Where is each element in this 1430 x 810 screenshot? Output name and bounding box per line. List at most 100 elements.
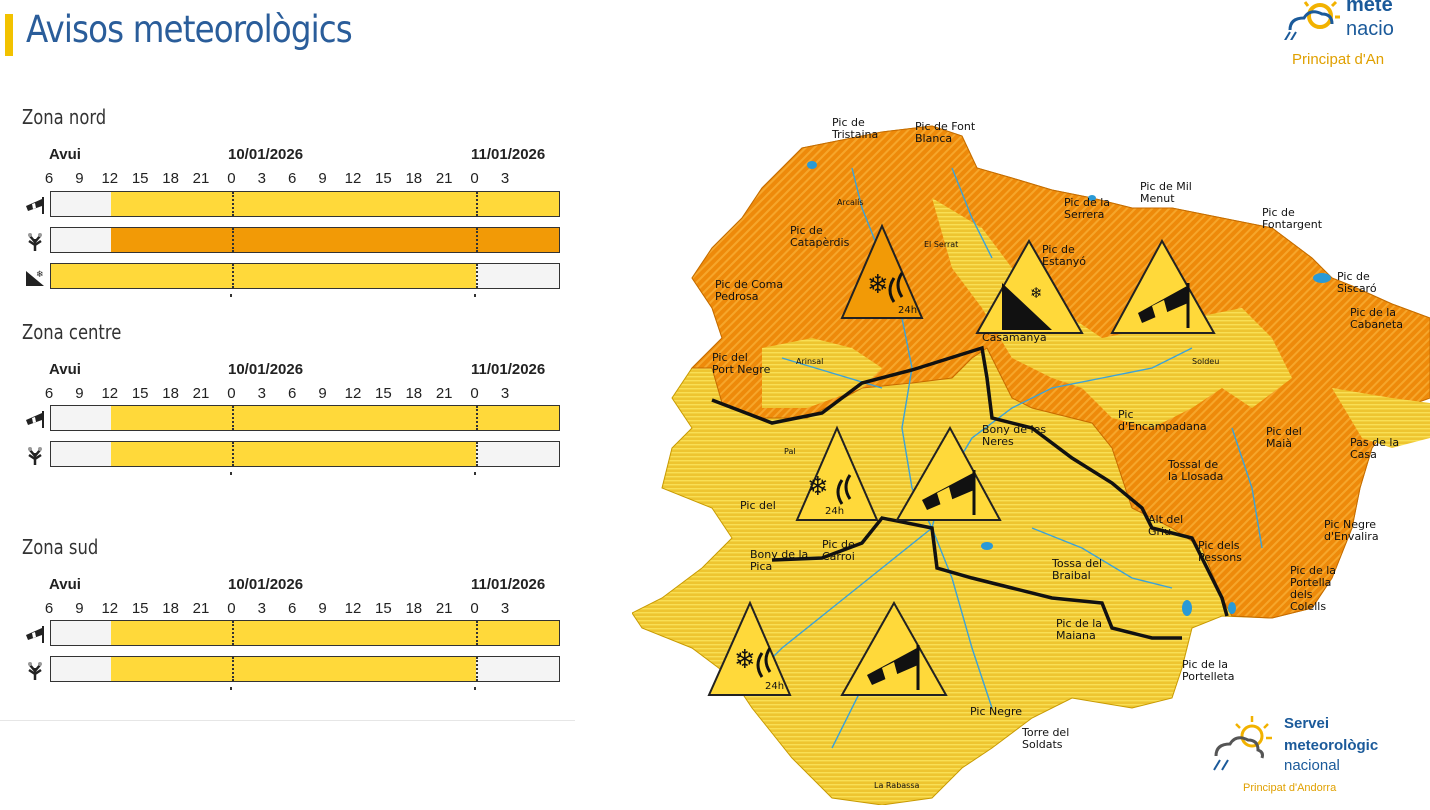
hour-tick-label: 18 (405, 600, 423, 617)
warning-triangle-wind-centre[interactable] (895, 425, 1002, 521)
hour-tick-label: 21 (192, 170, 210, 187)
hour-tick-label: 21 (192, 600, 210, 617)
warning-bar[interactable] (50, 191, 560, 217)
hour-tick-label: 3 (257, 600, 266, 617)
windsock-icon (1138, 283, 1190, 328)
hour-tick-label: 9 (75, 385, 84, 402)
warning-triangle-wind-south[interactable] (840, 600, 948, 696)
peak-label: Pic de Catapèrdis (790, 224, 850, 249)
andorra-warning-map[interactable]: ❄ 24h ❄ ❄ 24h ❄ 24h (631, 108, 1430, 806)
warning-triangle-wind-north[interactable] (1110, 238, 1216, 334)
sun-cloud-logo-icon (1213, 716, 1272, 771)
page-header: Avisos meteorològics (0, 8, 600, 56)
warning-bar[interactable] (50, 620, 560, 646)
hour-tick-label: 0 (470, 385, 479, 402)
midnight-stub (473, 294, 476, 297)
peak-labels: Pic de Tristaina Pic de Font Blanca Pic de l… (712, 116, 1403, 790)
hour-tick-label: 18 (162, 600, 179, 617)
logo-line-3: nacional (1284, 757, 1340, 774)
midnight-marker (232, 657, 235, 681)
hour-scale: 6 9 12 15 18 21 0 3 6 9 12 15 18 21 0 3 (0, 170, 580, 190)
warning-bar[interactable] (50, 263, 560, 289)
date-label-2: 11/01/2026 (471, 576, 546, 593)
hour-tick-label: 6 (288, 600, 297, 617)
warning-triangle-snow-north[interactable]: ❄ 24h (840, 223, 924, 319)
duration-label: 24h (825, 506, 844, 517)
peak-label: Pic de Estanyó (1042, 243, 1086, 268)
hour-tick-label: 6 (288, 385, 297, 402)
peak-label: Pic Negre d'Envalira (1324, 518, 1379, 543)
midnight-marker (475, 264, 478, 288)
hour-tick-label: 12 (344, 170, 362, 187)
warning-bar[interactable] (50, 441, 560, 467)
village-label: Soldeu (1192, 357, 1219, 366)
village-label: El Serrat (924, 240, 958, 249)
peak-label: Tossal de la Llosada (1167, 458, 1223, 483)
midnight-marker (475, 442, 478, 466)
duration-label: 24h (765, 681, 784, 692)
warning-bar[interactable] (50, 656, 560, 682)
snowflake-icon: ❄ (867, 270, 889, 300)
warning-row-wind[interactable] (22, 190, 562, 218)
svg-text:❄: ❄ (36, 269, 44, 279)
hour-tick-label: 15 (375, 600, 392, 617)
snowflake-icon: ❄ (807, 472, 829, 502)
warning-triangle-snow-south[interactable]: ❄ 24h (707, 600, 792, 696)
warning-bar[interactable] (50, 227, 560, 253)
village-label: La Rabassa (874, 781, 920, 790)
wind-icon (24, 408, 46, 430)
warning-bar[interactable] (50, 405, 560, 431)
midnight-marker (232, 192, 235, 216)
warning-row-wind[interactable] (22, 619, 562, 647)
hour-tick-label: 21 (192, 385, 210, 402)
hour-tick-label: 6 (44, 170, 54, 187)
midnight-marker (475, 406, 478, 430)
windsock-icon (867, 645, 920, 690)
midnight-stub (230, 294, 233, 297)
peak-label: Pic de la Portella dels Colells (1290, 564, 1336, 613)
svg-text:❄: ❄ (1030, 284, 1043, 302)
peak-label: Torre del Soldats (1021, 726, 1069, 751)
village-label: Pal (784, 447, 796, 456)
warning-triangle-avalanche-north[interactable]: ❄ (975, 238, 1084, 334)
midnight-marker (475, 657, 478, 681)
village-label: Arcalís (837, 198, 864, 207)
peak-label: Pic de la Maiana (1056, 617, 1102, 642)
peak-label: Pic de la Serrera (1064, 196, 1110, 221)
peak-label: Alt del Griu (1148, 513, 1183, 538)
wind-icon (24, 194, 46, 216)
peak-label: Pic dels Pessons (1198, 539, 1242, 564)
hour-tick-label: 15 (375, 385, 392, 402)
logo-line-2: nacio (1346, 18, 1394, 40)
hour-tick-label: 15 (375, 170, 392, 187)
divider (0, 720, 575, 721)
midnight-stub (473, 472, 476, 475)
peak-label: Pic de Fontargent (1262, 206, 1323, 231)
hour-tick-label: 15 (131, 600, 149, 617)
warning-row-snow[interactable] (22, 655, 562, 683)
peak-label: Pic de Siscaró (1337, 270, 1377, 295)
hour-tick-label: 3 (500, 170, 510, 187)
logo-bottom[interactable]: Servei meteorològic nacional Principat d… (1208, 712, 1418, 802)
warning-triangle-snow-centre[interactable]: ❄ 24h (795, 425, 879, 521)
peak-label: Pic del (740, 499, 776, 512)
warning-row-wind[interactable] (22, 404, 562, 432)
map-svg: ❄ 24h ❄ ❄ 24h ❄ 24h (631, 116, 1430, 806)
warning-row-snow[interactable] (22, 226, 562, 254)
midnight-stub (230, 472, 233, 475)
warning-row-avalanche[interactable]: ❄ (22, 262, 562, 290)
today-label: Avui (49, 576, 81, 593)
hour-tick-label: 15 (131, 170, 149, 187)
hour-tick-label: 6 (288, 170, 297, 187)
logo-line-2: meteorològic (1284, 737, 1379, 754)
date-label-2: 11/01/2026 (471, 361, 546, 378)
hour-tick-label: 9 (318, 170, 327, 187)
today-label: Avui (49, 361, 81, 378)
date-header: Avui 10/01/2026 11/01/2026 (0, 576, 580, 596)
warning-level-fill (110, 621, 559, 645)
warning-row-snow[interactable] (22, 440, 562, 468)
hour-scale: 6 9 12 15 18 21 0 3 6 9 12 15 18 21 0 3 (0, 385, 580, 405)
hour-tick-label: 12 (344, 385, 362, 402)
logo-top[interactable]: mete nacio Principat d'An (1250, 0, 1430, 75)
midnight-stub (230, 687, 233, 690)
